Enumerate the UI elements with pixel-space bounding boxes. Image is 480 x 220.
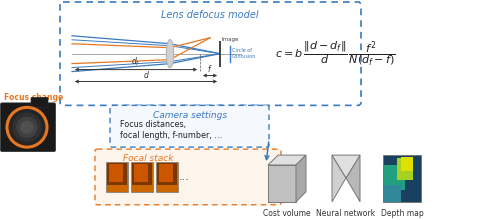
- Text: Camera settings: Camera settings: [153, 111, 227, 120]
- FancyBboxPatch shape: [401, 157, 413, 171]
- Text: Circle of
Confusion: Circle of Confusion: [232, 48, 256, 59]
- Polygon shape: [268, 165, 296, 202]
- Polygon shape: [332, 155, 346, 202]
- FancyBboxPatch shape: [110, 105, 269, 147]
- Circle shape: [9, 109, 45, 145]
- Text: Image: Image: [222, 37, 240, 42]
- Text: Focal stack: Focal stack: [123, 154, 173, 163]
- Text: $d_f$: $d_f$: [132, 55, 141, 68]
- Ellipse shape: [167, 40, 173, 68]
- Text: Cost volume: Cost volume: [263, 209, 311, 218]
- FancyBboxPatch shape: [157, 163, 177, 185]
- Text: Focus change: Focus change: [4, 94, 63, 102]
- Text: Neural network: Neural network: [316, 209, 375, 218]
- FancyBboxPatch shape: [397, 158, 413, 180]
- FancyBboxPatch shape: [131, 162, 153, 192]
- Text: $f$: $f$: [207, 62, 213, 73]
- Polygon shape: [268, 155, 306, 165]
- FancyBboxPatch shape: [383, 165, 405, 190]
- Circle shape: [21, 121, 33, 133]
- FancyBboxPatch shape: [156, 162, 178, 192]
- FancyBboxPatch shape: [0, 103, 56, 152]
- Text: Lens defocus model: Lens defocus model: [161, 10, 259, 20]
- FancyBboxPatch shape: [106, 162, 128, 192]
- Text: Focus distances,
focal length, f-number, …: Focus distances, focal length, f-number,…: [120, 120, 222, 140]
- FancyBboxPatch shape: [383, 155, 421, 202]
- Circle shape: [17, 117, 37, 137]
- Polygon shape: [332, 155, 360, 178]
- FancyBboxPatch shape: [383, 185, 401, 202]
- FancyBboxPatch shape: [31, 97, 48, 107]
- FancyBboxPatch shape: [95, 149, 281, 205]
- FancyBboxPatch shape: [134, 164, 148, 182]
- Circle shape: [13, 113, 41, 141]
- FancyBboxPatch shape: [107, 163, 127, 185]
- Polygon shape: [296, 155, 306, 202]
- Text: $d$: $d$: [143, 68, 149, 79]
- FancyBboxPatch shape: [159, 164, 173, 182]
- FancyBboxPatch shape: [109, 164, 123, 182]
- FancyBboxPatch shape: [132, 163, 152, 185]
- Text: ...: ...: [179, 172, 190, 182]
- Text: $c = b\,\dfrac{\|d - d_f\|}{d}\,\dfrac{f^2}{N(d_f - f)}$: $c = b\,\dfrac{\|d - d_f\|}{d}\,\dfrac{f…: [275, 39, 395, 68]
- Polygon shape: [346, 155, 360, 202]
- Text: Depth map: Depth map: [381, 209, 423, 218]
- Ellipse shape: [168, 41, 172, 67]
